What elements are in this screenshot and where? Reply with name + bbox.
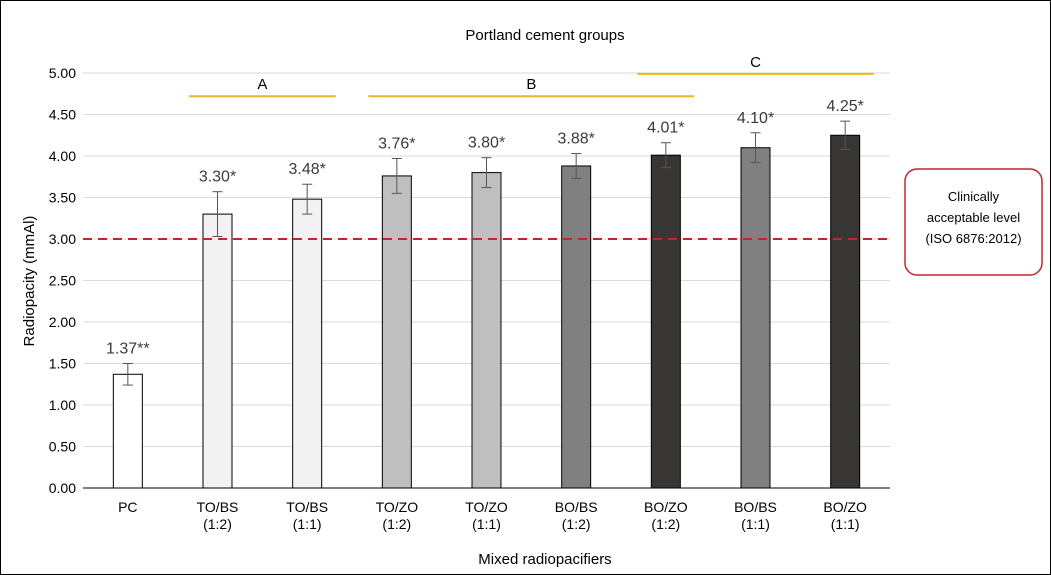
bar bbox=[650, 154, 681, 489]
x-tick-label: TO/BS bbox=[286, 499, 328, 515]
y-tick-label: 0.50 bbox=[49, 439, 76, 455]
bar bbox=[112, 373, 143, 489]
data-label: 3.76* bbox=[378, 135, 415, 152]
x-tick-label: TO/BS bbox=[197, 499, 239, 515]
y-tick-label: 2.00 bbox=[49, 314, 76, 330]
data-label: 4.10* bbox=[737, 110, 774, 127]
y-tick-label: 1.00 bbox=[49, 397, 76, 413]
group-label: C bbox=[750, 54, 761, 71]
bar bbox=[381, 175, 412, 489]
error-bars bbox=[122, 120, 851, 386]
y-tick-label: 2.50 bbox=[49, 273, 76, 289]
x-tick-label: (1:2) bbox=[651, 516, 680, 532]
callout-box bbox=[904, 168, 1043, 276]
group-label: A bbox=[257, 76, 267, 93]
y-tick-label: 4.00 bbox=[49, 148, 76, 164]
bar bbox=[830, 134, 861, 489]
data-label: 3.30* bbox=[199, 169, 236, 186]
x-tick-label: (1:2) bbox=[562, 516, 591, 532]
data-label: 3.48* bbox=[288, 161, 325, 178]
y-tick-label: 3.50 bbox=[49, 190, 76, 206]
x-tick-label: PC bbox=[118, 499, 137, 515]
data-label: 3.80* bbox=[468, 135, 505, 152]
x-tick-label: TO/ZO bbox=[465, 499, 508, 515]
y-tick-labels: 0.00 0.50 1.00 1.50 2.00 2.50 3.00 3.50 4.00 4.50… bbox=[49, 65, 76, 496]
y-axis-title: Radiopacity (mmAl) bbox=[21, 216, 38, 347]
y-tick-label: 4.50 bbox=[49, 107, 76, 123]
data-label: 4.01* bbox=[647, 120, 684, 137]
x-tick-label: BO/ZO bbox=[644, 499, 688, 515]
y-tick-label: 0.00 bbox=[49, 480, 76, 496]
data-labels: 1.37** 3.30* 3.48* 3.76* 3.80* 3.88* 4.01* 4.10… bbox=[106, 98, 864, 357]
bars bbox=[112, 134, 861, 489]
group-brackets: A B C bbox=[189, 54, 874, 98]
bar bbox=[561, 165, 592, 489]
x-tick-label: (1:1) bbox=[831, 516, 860, 532]
bar bbox=[471, 172, 502, 489]
x-tick-label: (1:1) bbox=[293, 516, 322, 532]
x-axis-title: Mixed radiopacifiers bbox=[478, 551, 611, 568]
bar bbox=[292, 198, 323, 489]
group-label: B bbox=[526, 76, 536, 93]
x-tick-label: BO/BS bbox=[555, 499, 598, 515]
callout-text: Clinically bbox=[948, 189, 1000, 204]
y-tick-label: 1.50 bbox=[49, 356, 76, 372]
reference-callout: Clinically acceptable level (ISO 6876:2012… bbox=[904, 168, 1043, 276]
data-label: 3.88* bbox=[557, 131, 594, 148]
x-tick-label: BO/ZO bbox=[823, 499, 867, 515]
data-label: 4.25* bbox=[826, 98, 863, 115]
data-label: 1.37** bbox=[106, 341, 150, 358]
x-tick-label: (1:2) bbox=[203, 516, 232, 532]
x-tick-label: (1:1) bbox=[741, 516, 770, 532]
bar bbox=[202, 213, 233, 489]
y-tick-label: 5.00 bbox=[49, 65, 76, 81]
x-tick-label: (1:2) bbox=[382, 516, 411, 532]
bar bbox=[740, 147, 771, 489]
x-category-labels: PC TO/BS(1:2)TO/BS(1:1)TO/ZO(1:2)TO/ZO(1:… bbox=[118, 499, 867, 532]
x-tick-label: (1:1) bbox=[472, 516, 501, 532]
x-tick-label: TO/ZO bbox=[376, 499, 419, 515]
callout-text: (ISO 6876:2012) bbox=[925, 231, 1021, 246]
y-tick-label: 3.00 bbox=[49, 231, 76, 247]
x-tick-label: BO/BS bbox=[734, 499, 777, 515]
chart-title: Portland cement groups bbox=[465, 27, 624, 44]
callout-text: acceptable level bbox=[927, 210, 1020, 225]
